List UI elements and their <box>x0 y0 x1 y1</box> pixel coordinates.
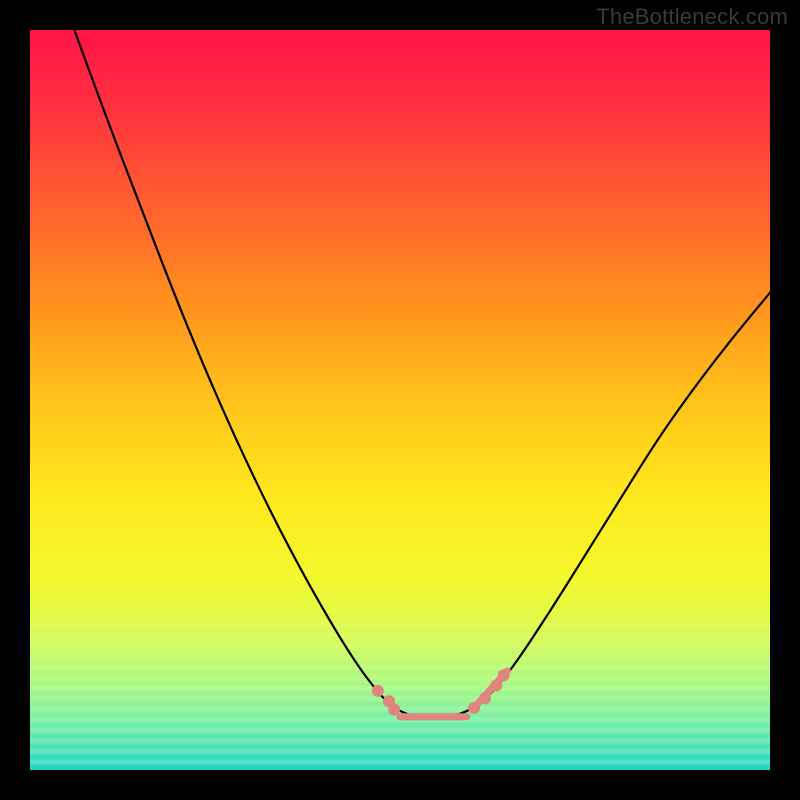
plot-area <box>30 30 770 770</box>
watermark-text: TheBottleneck.com <box>596 4 788 30</box>
chart-container: TheBottleneck.com <box>0 0 800 800</box>
bottleneck-curve-chart <box>30 30 770 770</box>
